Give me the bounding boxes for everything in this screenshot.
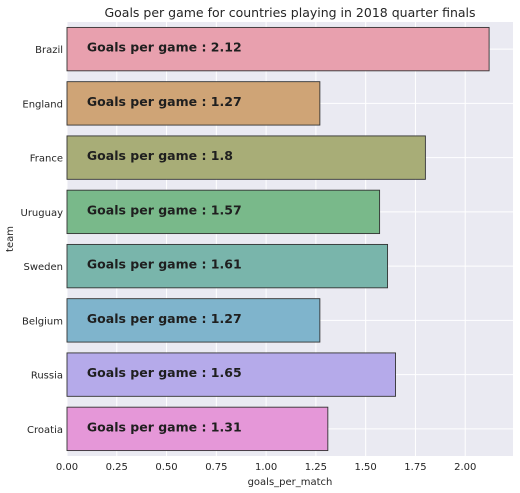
bar-croatia xyxy=(66,406,329,452)
x-tick-label: 0.75 xyxy=(205,462,227,473)
bar-label: Goals per game : 1.61 xyxy=(87,257,242,272)
x-tick-label: 1.50 xyxy=(355,462,377,473)
x-tick-label: 0.50 xyxy=(155,462,177,473)
y-tick-label: England xyxy=(22,99,63,110)
x-tick-label: 2.00 xyxy=(454,462,476,473)
bar-label: Goals per game : 1.8 xyxy=(87,148,233,163)
x-tick-label: 1.00 xyxy=(255,462,277,473)
y-tick-label: Russia xyxy=(31,371,63,382)
y-axis-label: team xyxy=(5,226,16,252)
chart-title: Goals per game for countries playing in … xyxy=(104,5,475,20)
x-tick-label: 0.25 xyxy=(106,462,128,473)
bar-belgium xyxy=(66,298,321,343)
bar-brazil xyxy=(66,26,490,72)
x-axis-label: goals_per_match xyxy=(248,477,333,488)
bar-france xyxy=(66,135,426,180)
bar-england xyxy=(66,81,321,126)
bar-label: Goals per game : 1.65 xyxy=(87,365,242,380)
bar-label: Goals per game : 1.27 xyxy=(87,311,242,326)
x-tick-labels: 0.00 0.25 0.50 0.75 1.00 1.25 1.50 1.75 2.00 xyxy=(56,462,476,473)
x-tick-label: 0.00 xyxy=(56,462,78,473)
y-tick-label: Brazil xyxy=(35,45,63,56)
y-tick-label: Belgium xyxy=(22,316,63,327)
bar-sweden xyxy=(66,243,389,289)
bar-uruguay xyxy=(66,189,381,235)
bar-russia xyxy=(66,352,396,397)
bar-label: Goals per game : 1.31 xyxy=(87,419,242,434)
y-tick-label: Sweden xyxy=(23,262,63,273)
y-tick-label: Uruguay xyxy=(21,208,64,219)
y-tick-labels: Brazil England France Uruguay Sweden Belgium R… xyxy=(21,45,64,436)
x-tick-label: 1.25 xyxy=(305,462,327,473)
bar-label: Goals per game : 1.57 xyxy=(87,202,242,217)
y-tick-label: Croatia xyxy=(27,425,63,436)
bars xyxy=(66,26,490,452)
bar-labels: Goals per game : 2.12 Goals per game : 1.… xyxy=(87,40,242,435)
bar-label: Goals per game : 1.27 xyxy=(87,94,242,109)
x-tick-label: 1.75 xyxy=(404,462,426,473)
bar-label: Goals per game : 2.12 xyxy=(87,40,242,55)
y-tick-label: France xyxy=(30,154,63,165)
